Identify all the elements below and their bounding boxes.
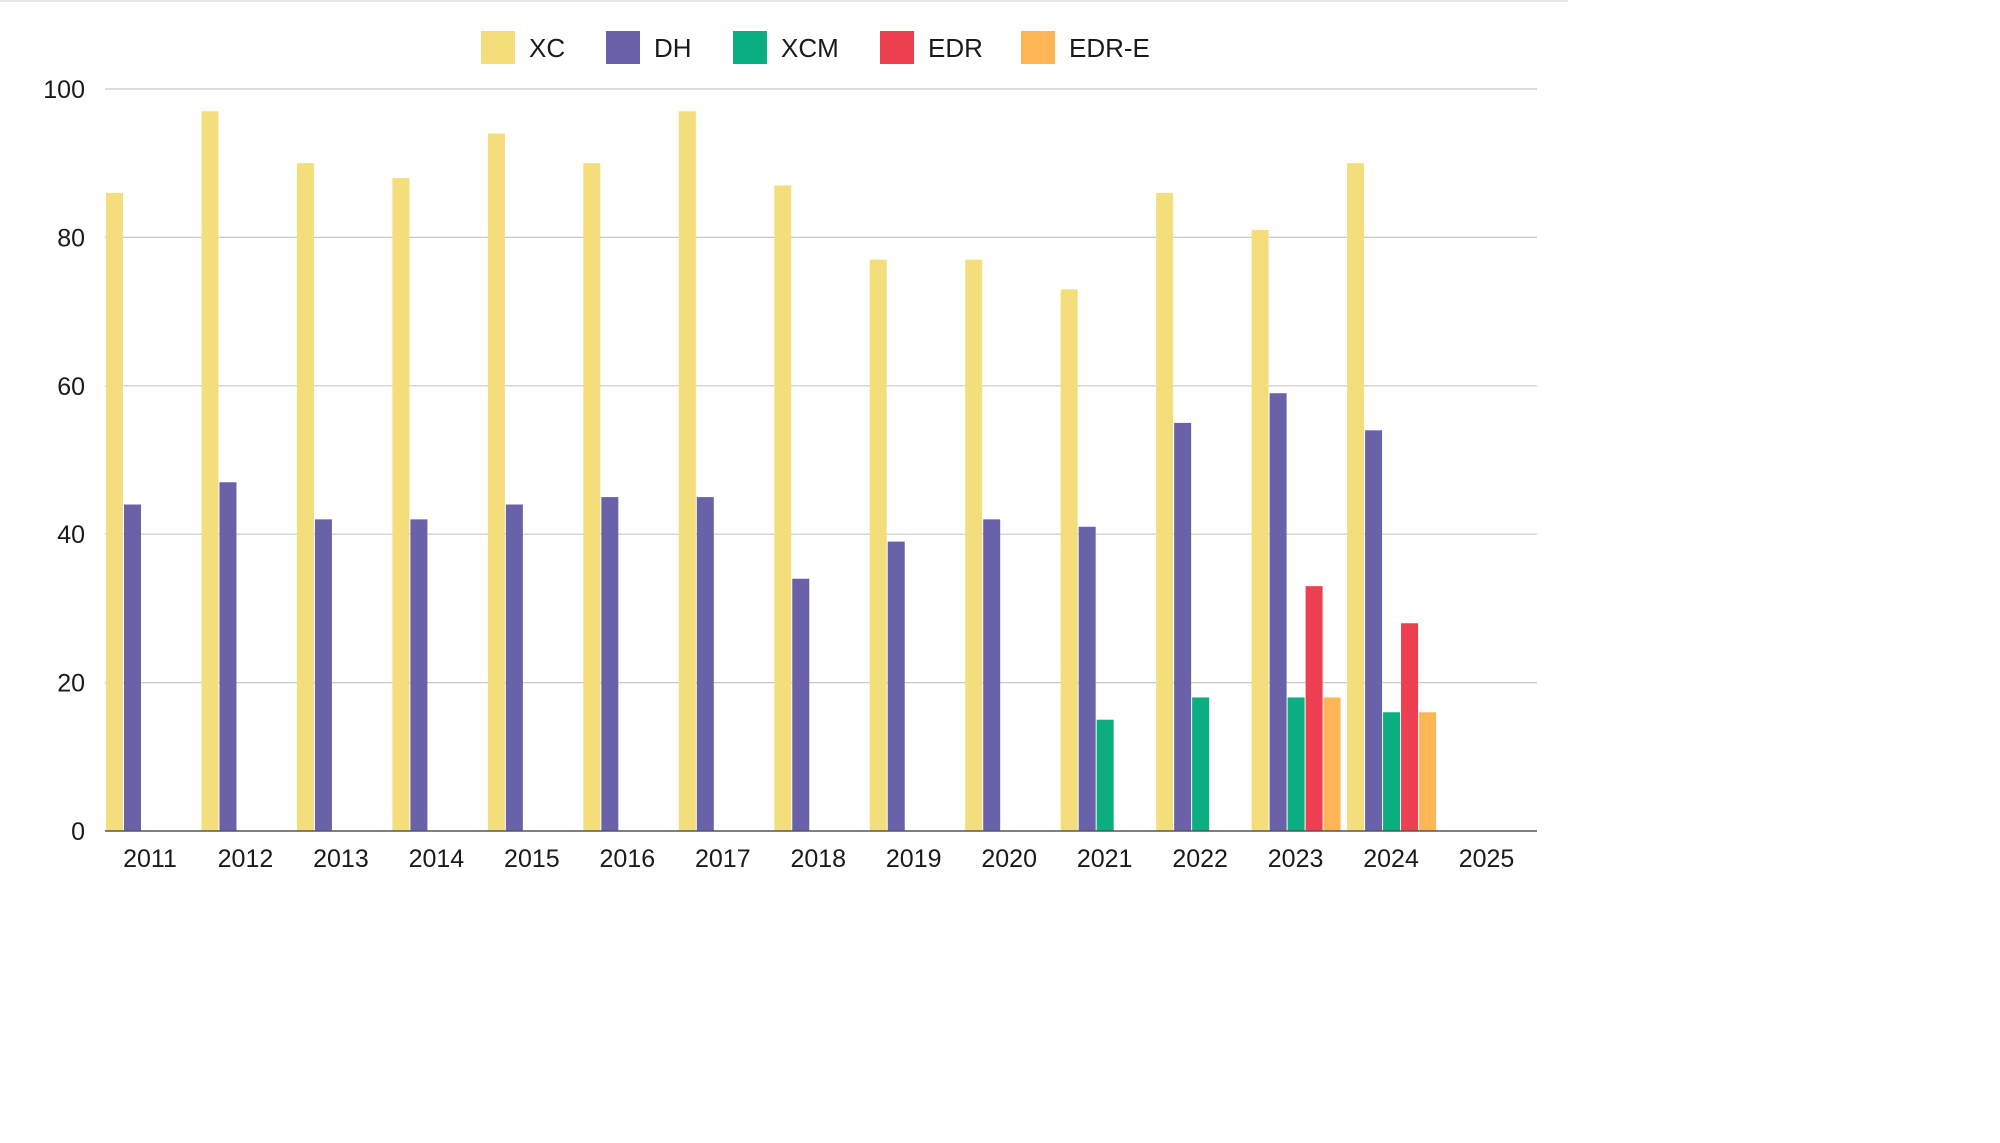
legend-item-xcm: XCM [733, 31, 839, 64]
bar-edr-e-2023 [1323, 697, 1341, 831]
bar-dh-2017 [696, 497, 714, 831]
bar-xc-2012 [201, 111, 219, 831]
bar-dh-2014 [410, 519, 428, 831]
x-tick-label: 2011 [123, 845, 177, 873]
y-tick-label: 20 [57, 670, 85, 698]
bars [106, 111, 1437, 832]
bar-xc-2021 [1060, 289, 1078, 832]
x-tick-label: 2019 [886, 845, 942, 873]
bar-dh-2019 [887, 541, 905, 831]
legend-swatch [606, 31, 640, 64]
legend-swatch [733, 31, 767, 64]
x-tick-label: 2012 [218, 845, 274, 873]
bar-dh-2021 [1078, 526, 1096, 831]
legend-item-xc: XC [481, 31, 565, 64]
bar-xcm-2022 [1192, 697, 1210, 831]
legend-swatch [880, 31, 914, 64]
bar-xc-2011 [106, 192, 123, 831]
bar-xc-2014 [392, 178, 410, 832]
bar-dh-2011 [124, 504, 141, 831]
legend-swatch [1021, 31, 1055, 64]
x-tick-label: 2020 [981, 845, 1037, 873]
top-border [0, 0, 1568, 2]
legend-item-edr-e: EDR-E [1021, 31, 1150, 64]
legend-label: EDR [928, 33, 983, 63]
y-axis-ticks: 0 20 40 60 80 100 [43, 76, 85, 846]
legend-item-edr: EDR [880, 31, 983, 64]
bar-dh-2020 [983, 519, 1001, 831]
x-tick-label: 2017 [695, 845, 751, 873]
bar-edr-e-2024 [1419, 712, 1437, 831]
bar-dh-2015 [505, 504, 523, 831]
x-tick-label: 2014 [409, 845, 465, 873]
legend-label: EDR-E [1069, 33, 1150, 63]
bar-xcm-2023 [1287, 697, 1305, 831]
bar-xcm-2024 [1383, 712, 1401, 831]
x-tick-label: 2022 [1172, 845, 1228, 873]
bar-xc-2016 [583, 163, 601, 831]
bar-dh-2016 [601, 497, 619, 831]
bar-xc-2019 [869, 259, 887, 831]
bar-dh-2023 [1269, 393, 1287, 831]
bar-dh-2024 [1365, 430, 1383, 831]
bar-edr-2024 [1401, 623, 1419, 831]
x-tick-label: 2023 [1268, 845, 1324, 873]
bar-dh-2018 [792, 578, 810, 831]
bar-xc-2017 [678, 111, 696, 831]
bar-xc-2015 [487, 133, 505, 831]
bar-xcm-2021 [1096, 719, 1114, 831]
chart: 0 20 40 60 80 100 2011 2012 2013 2014 2015 2016 201… [0, 0, 1568, 873]
grid-lines [105, 88, 1537, 684]
y-tick-label: 80 [57, 224, 85, 252]
x-tick-label: 2018 [790, 845, 846, 873]
x-tick-label: 2021 [1077, 845, 1133, 873]
legend: XC DH XCM EDR EDR-E [481, 31, 1150, 64]
bar-dh-2022 [1174, 422, 1192, 831]
bar-xc-2023 [1251, 229, 1269, 832]
legend-label: DH [654, 33, 692, 63]
bar-dh-2012 [219, 482, 237, 831]
legend-item-dh: DH [606, 31, 692, 64]
y-tick-label: 0 [71, 818, 85, 846]
bar-xc-2013 [296, 163, 314, 831]
y-tick-label: 60 [57, 373, 85, 401]
legend-label: XC [529, 33, 565, 63]
bar-dh-2013 [314, 519, 332, 831]
x-tick-label: 2025 [1459, 845, 1515, 873]
bar-xc-2024 [1347, 163, 1365, 831]
legend-swatch [481, 31, 515, 64]
x-tick-label: 2024 [1363, 845, 1419, 873]
bar-edr-2023 [1305, 586, 1323, 831]
y-tick-label: 100 [43, 76, 85, 104]
bar-xc-2020 [965, 259, 983, 831]
y-tick-label: 40 [57, 521, 85, 549]
legend-label: XCM [781, 33, 839, 63]
x-tick-label: 2015 [504, 845, 560, 873]
x-tick-label: 2013 [313, 845, 369, 873]
bar-xc-2022 [1156, 192, 1174, 831]
bar-xc-2018 [774, 185, 792, 831]
x-tick-label: 2016 [600, 845, 656, 873]
x-axis-ticks: 2011 2012 2013 2014 2015 2016 2017 2018 2019 2020… [123, 845, 1514, 873]
